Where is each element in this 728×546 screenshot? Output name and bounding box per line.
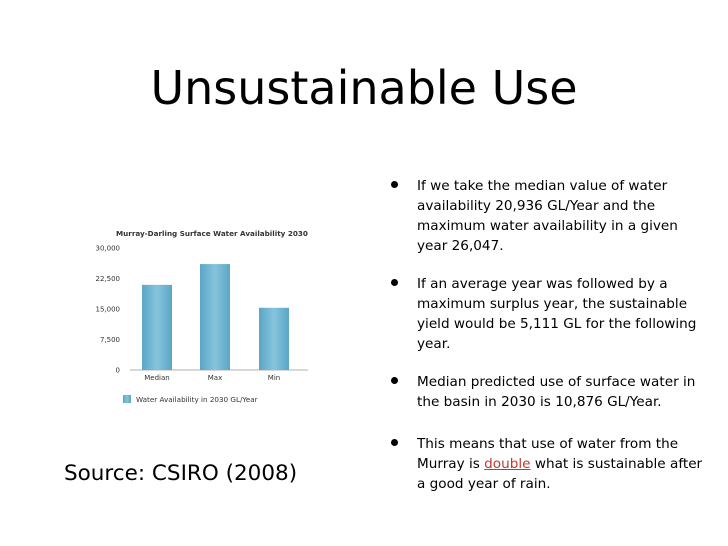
x-tick-label: Median bbox=[144, 374, 169, 382]
bullet-dot-icon bbox=[391, 439, 398, 446]
y-tick-label: 7,500 bbox=[100, 336, 120, 344]
bullet-item: If an average year was followed by a max… bbox=[380, 274, 710, 354]
y-tick-label: 0 bbox=[116, 367, 120, 375]
chart-title: Murray-Darling Surface Water Availabilit… bbox=[116, 229, 308, 238]
bullet-item: This means that use of water from the Mu… bbox=[380, 434, 710, 494]
bar-min bbox=[259, 307, 289, 370]
legend-swatch bbox=[123, 395, 131, 403]
bar-chart: Murray-Darling Surface Water Availabilit… bbox=[96, 229, 308, 404]
y-tick-label: 15,000 bbox=[96, 306, 121, 314]
x-tick-label: Min bbox=[268, 374, 280, 382]
bar-median bbox=[142, 284, 172, 370]
x-tick-label: Max bbox=[208, 374, 222, 382]
bullet-text: Median predicted use of surface water in… bbox=[417, 374, 696, 410]
source-citation: Source: CSIRO (2008) bbox=[64, 461, 298, 486]
slide-title: Unsustainable Use bbox=[150, 61, 578, 115]
legend-label: Water Availability in 2030 GL/Year bbox=[136, 395, 258, 404]
bullet-text-pre: This means that use of water from the Mu… bbox=[417, 436, 679, 472]
bullet-text: If we take the median value of water ava… bbox=[417, 178, 678, 254]
bullet-dot-icon bbox=[391, 377, 398, 384]
bullet-dot-icon bbox=[391, 181, 398, 188]
highlight-double: double bbox=[484, 456, 531, 472]
y-tick-label: 22,500 bbox=[96, 275, 121, 283]
bullet-list: If we take the median value of water ava… bbox=[380, 176, 710, 512]
y-tick-label: 30,000 bbox=[96, 245, 121, 253]
bullet-dot-icon bbox=[391, 279, 398, 286]
bullet-text-post: what is sustainable after a good year of… bbox=[417, 456, 703, 492]
bar-max bbox=[200, 264, 230, 370]
bullet-item: If we take the median value of water ava… bbox=[380, 176, 710, 256]
bullet-text: If an average year was followed by a max… bbox=[417, 276, 697, 352]
bullet-item: Median predicted use of surface water in… bbox=[380, 372, 710, 412]
